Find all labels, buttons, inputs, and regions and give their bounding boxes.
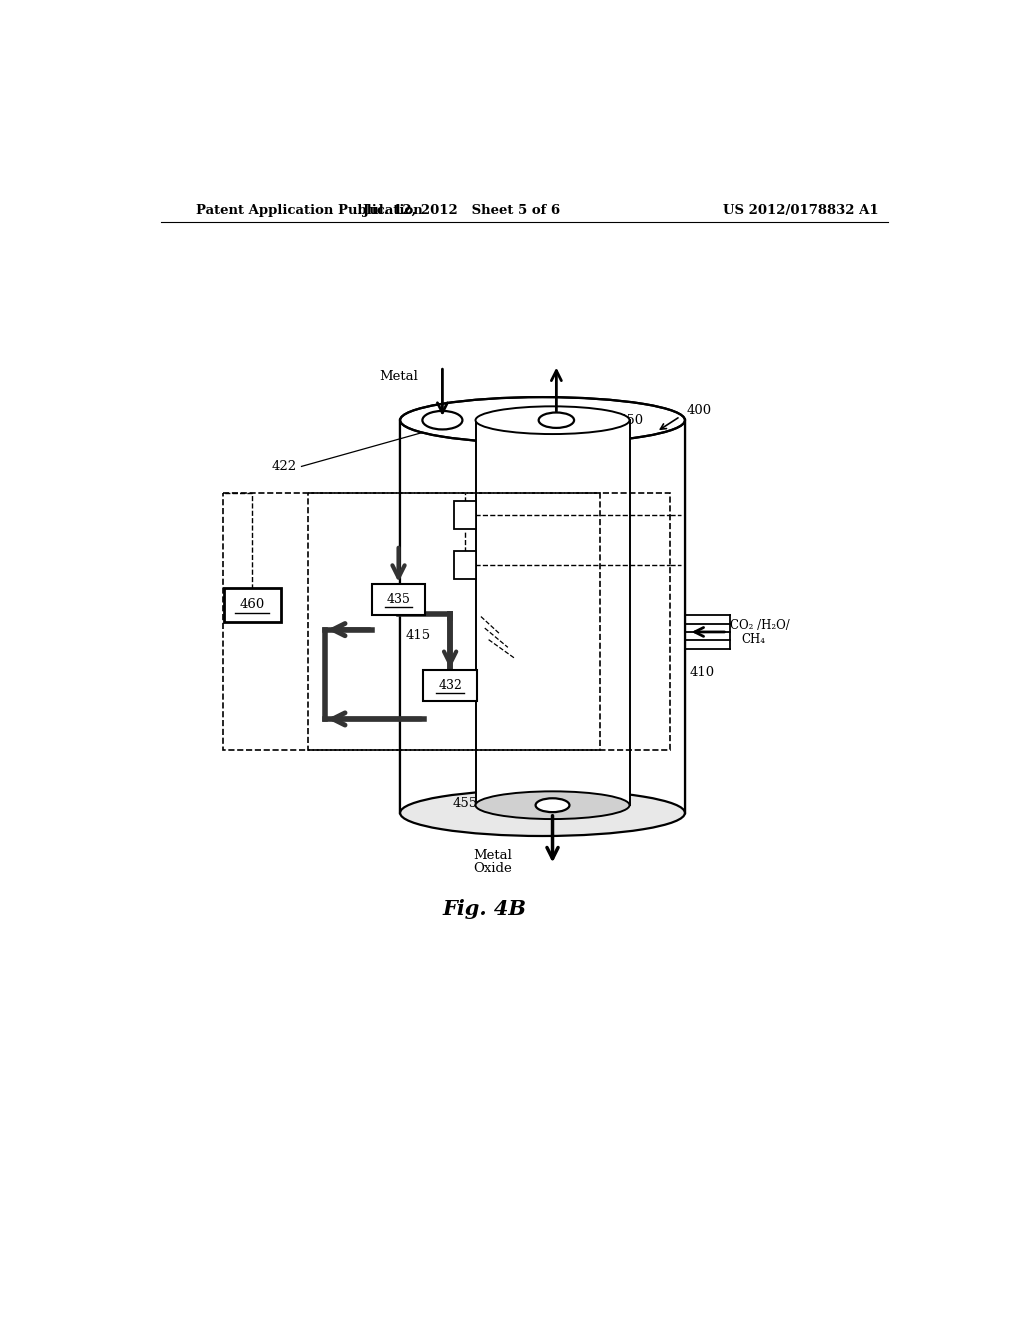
Text: 455: 455 xyxy=(453,797,477,810)
Ellipse shape xyxy=(422,411,463,429)
Text: 440: 440 xyxy=(600,644,626,657)
Text: Jul. 12, 2012   Sheet 5 of 6: Jul. 12, 2012 Sheet 5 of 6 xyxy=(364,205,560,218)
Text: 410: 410 xyxy=(689,667,715,680)
Bar xyxy=(400,420,685,813)
Text: Metal: Metal xyxy=(379,370,418,383)
FancyBboxPatch shape xyxy=(223,589,281,622)
Text: 405: 405 xyxy=(603,713,629,726)
FancyBboxPatch shape xyxy=(454,552,475,578)
Text: 400: 400 xyxy=(686,404,712,417)
Text: 415: 415 xyxy=(406,630,430,643)
Text: Oxide: Oxide xyxy=(473,862,512,875)
Text: Metal: Metal xyxy=(473,849,512,862)
Bar xyxy=(475,420,630,805)
Text: 420: 420 xyxy=(519,634,545,647)
Ellipse shape xyxy=(400,397,685,444)
Ellipse shape xyxy=(475,407,630,434)
Text: CH₄: CH₄ xyxy=(741,634,765,647)
Text: 450: 450 xyxy=(618,413,644,426)
Ellipse shape xyxy=(475,792,630,818)
Text: 470: 470 xyxy=(488,508,514,521)
FancyBboxPatch shape xyxy=(372,585,425,615)
Text: 435: 435 xyxy=(387,593,411,606)
FancyBboxPatch shape xyxy=(423,671,477,701)
Text: US 2012/0178832 A1: US 2012/0178832 A1 xyxy=(723,205,879,218)
Text: CO₂ /H₂O/: CO₂ /H₂O/ xyxy=(730,619,791,632)
Text: 432: 432 xyxy=(438,680,462,693)
Text: 460: 460 xyxy=(240,598,265,611)
Ellipse shape xyxy=(536,799,569,812)
FancyBboxPatch shape xyxy=(454,502,475,529)
Text: 422: 422 xyxy=(271,459,297,473)
Text: Fig. 4B: Fig. 4B xyxy=(442,899,526,919)
Ellipse shape xyxy=(400,789,685,836)
Text: 465: 465 xyxy=(488,558,514,572)
Ellipse shape xyxy=(539,412,574,428)
Text: Patent Application Publication: Patent Application Publication xyxy=(196,205,423,218)
